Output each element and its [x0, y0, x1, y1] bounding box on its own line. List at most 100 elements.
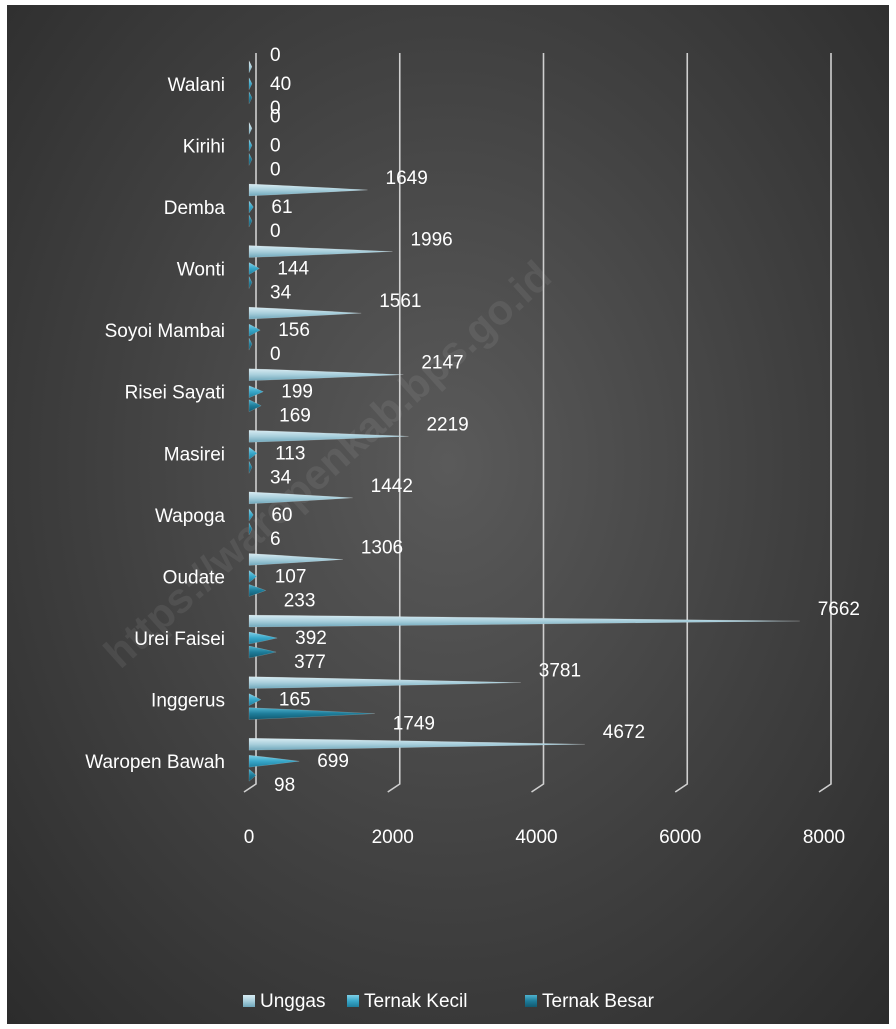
data-label: 0	[270, 221, 281, 242]
data-label: 3781	[539, 661, 581, 682]
legend-label: Ternak Besar	[542, 991, 655, 1012]
gridline	[531, 53, 545, 793]
data-label: 199	[281, 382, 313, 403]
data-label: 107	[275, 566, 307, 587]
data-label: 2219	[426, 414, 468, 435]
bar	[248, 754, 300, 768]
bar	[248, 614, 800, 628]
legend-swatch	[525, 995, 537, 1007]
bar-chart: https://waropenkab.bps.go.id 0 2000 4000 60…	[85, 45, 860, 1012]
category-label: Wapoga	[155, 506, 225, 527]
data-label: 699	[317, 751, 349, 772]
bar	[248, 737, 585, 751]
data-label: 4672	[603, 722, 645, 743]
gridline	[243, 53, 257, 793]
data-label: 144	[277, 259, 309, 280]
bar	[248, 275, 253, 290]
x-tick-label: 4000	[515, 827, 557, 848]
chart-area: https://waropenkab.bps.go.id 0 2000 4000 60…	[7, 5, 889, 1024]
category-label: Kirihi	[183, 136, 225, 157]
bar	[248, 399, 262, 413]
data-label: 165	[279, 690, 311, 711]
legend-swatch	[347, 995, 359, 1007]
x-tick-label: 8000	[803, 827, 845, 848]
bar	[248, 569, 258, 583]
legend-swatch	[243, 995, 255, 1007]
data-label: 0	[270, 344, 281, 365]
category-label: Walani	[168, 75, 225, 96]
category-label: Soyoi Mambai	[105, 321, 225, 342]
bar	[248, 676, 521, 689]
bar	[248, 521, 253, 536]
category-label: Urei Faisei	[134, 629, 225, 650]
bar	[248, 245, 393, 258]
bar	[248, 262, 260, 275]
bar	[248, 76, 253, 91]
data-label: 0	[270, 135, 281, 156]
category-label: Wonti	[177, 260, 225, 281]
data-label: 6	[270, 529, 281, 550]
data-label: 113	[275, 443, 305, 464]
data-label: 0	[270, 98, 281, 119]
x-tick-label: 0	[244, 827, 255, 848]
data-label: 2147	[421, 353, 463, 374]
data-label: 1749	[393, 714, 435, 735]
bar	[248, 183, 368, 197]
data-label: 34	[270, 467, 292, 488]
data-label: 169	[279, 406, 311, 427]
gridline	[818, 53, 832, 793]
category-label: Masirei	[164, 444, 225, 465]
category-label: Risei Sayati	[125, 383, 225, 404]
data-label: 377	[294, 652, 326, 673]
category-label: Oudate	[163, 567, 225, 588]
bar	[248, 138, 253, 153]
category-label: Inggerus	[151, 691, 225, 712]
bar	[248, 584, 267, 597]
data-label: 1996	[410, 230, 452, 251]
bar	[248, 90, 253, 105]
bar	[248, 460, 253, 475]
data-label: 0	[270, 106, 281, 127]
bar	[248, 693, 262, 707]
bar	[248, 430, 409, 443]
bar	[248, 214, 253, 228]
category-label: Demba	[164, 198, 226, 219]
data-label: 156	[278, 320, 310, 341]
data-label: 1306	[361, 537, 403, 558]
bar	[248, 323, 261, 337]
gridline	[387, 53, 401, 793]
gridline	[674, 53, 689, 793]
data-label: 98	[274, 775, 295, 796]
bar	[248, 121, 253, 136]
data-label: 1561	[379, 291, 421, 312]
data-label: 61	[271, 197, 292, 218]
bar	[248, 385, 264, 399]
bar	[248, 306, 362, 320]
bar	[248, 337, 253, 352]
bar	[248, 508, 254, 522]
bar	[248, 368, 404, 381]
bar	[248, 553, 343, 566]
data-label: 0	[270, 159, 281, 180]
data-label: 34	[270, 283, 292, 304]
x-tick-label: 2000	[372, 827, 414, 848]
data-label: 1442	[371, 476, 413, 497]
bar	[248, 152, 253, 167]
data-label: 392	[295, 628, 327, 649]
bar	[248, 200, 254, 214]
bar	[248, 59, 253, 74]
category-label: Waropen Bawah	[85, 752, 225, 773]
bar	[248, 768, 257, 782]
bar	[248, 645, 277, 659]
data-label: 7662	[818, 599, 860, 620]
bar	[248, 631, 278, 645]
data-label: 1649	[386, 168, 428, 189]
legend-label: Ternak Kecil	[364, 991, 468, 1012]
bar	[248, 707, 375, 720]
legend-label: Unggas	[260, 991, 326, 1012]
data-label: 60	[271, 505, 292, 526]
x-tick-label: 6000	[659, 827, 701, 848]
data-label: 0	[270, 45, 281, 66]
data-label: 40	[270, 74, 291, 95]
bar	[248, 491, 353, 505]
